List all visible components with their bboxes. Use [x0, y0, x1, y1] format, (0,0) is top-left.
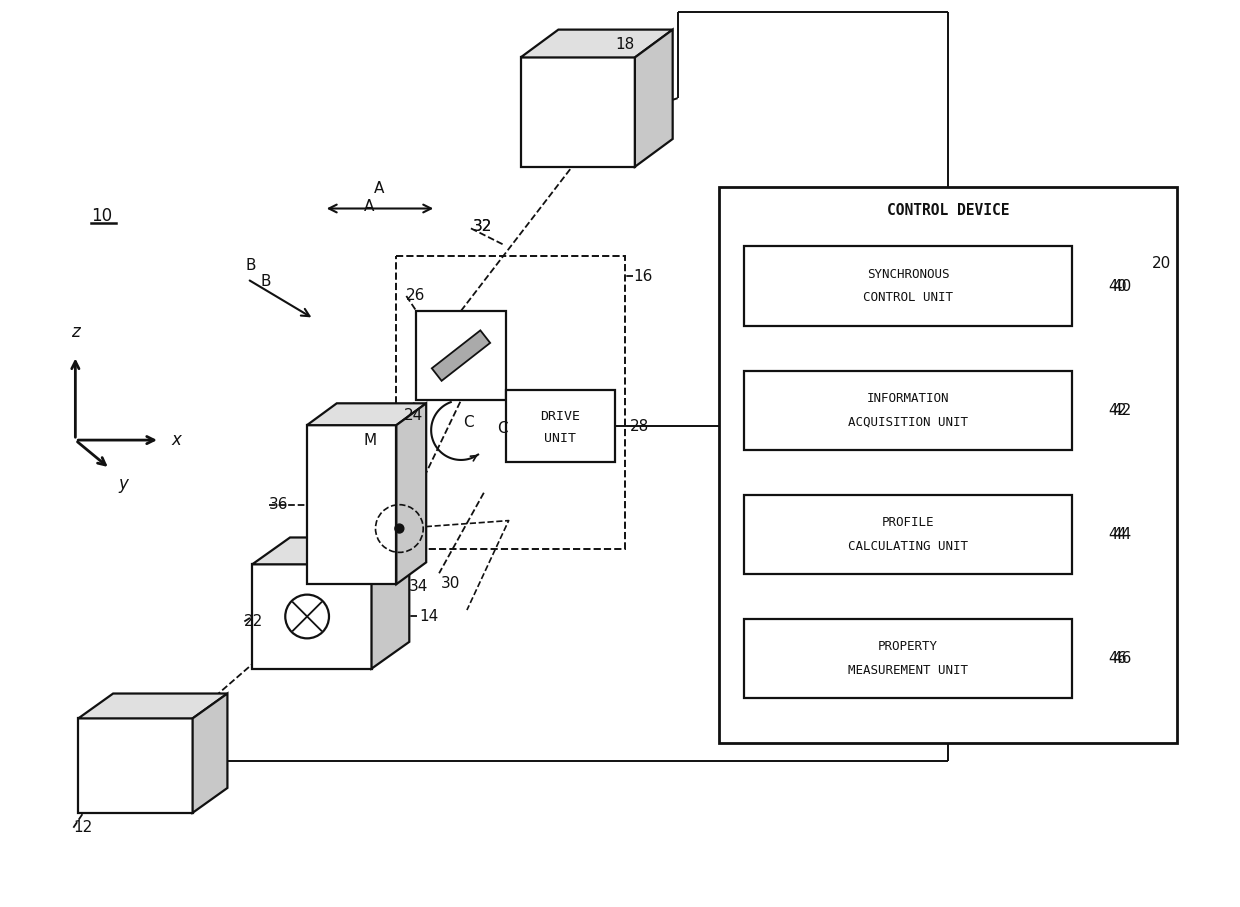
Bar [719, 187, 1177, 743]
Polygon shape [192, 694, 227, 813]
Polygon shape [308, 425, 397, 584]
Text: z: z [71, 323, 79, 341]
Circle shape [285, 595, 329, 639]
Text: 40: 40 [1112, 278, 1131, 294]
Text: 22: 22 [244, 614, 264, 629]
Text: 18: 18 [615, 37, 635, 52]
Text: C: C [497, 421, 507, 435]
Text: 40: 40 [1109, 278, 1127, 294]
Text: 24: 24 [404, 408, 424, 423]
Polygon shape [78, 694, 227, 718]
Polygon shape [252, 564, 372, 668]
Text: y: y [118, 475, 128, 493]
Text: 42: 42 [1112, 403, 1131, 418]
Text: PROFILE: PROFILE [882, 516, 935, 529]
Text: CONTROL DEVICE: CONTROL DEVICE [887, 203, 1009, 218]
Text: DRIVE: DRIVE [541, 410, 580, 423]
Text: x: x [172, 431, 181, 449]
Text: 36: 36 [269, 497, 289, 512]
Text: 28: 28 [630, 419, 650, 434]
Text: 12: 12 [73, 820, 93, 835]
Text: 10: 10 [92, 208, 113, 226]
Bar [744, 494, 1073, 574]
Text: ACQUISITION UNIT: ACQUISITION UNIT [848, 415, 968, 429]
Text: 42: 42 [1109, 403, 1127, 418]
Text: 34: 34 [409, 579, 429, 594]
Text: PROPERTY: PROPERTY [878, 640, 939, 653]
Text: 46: 46 [1112, 651, 1131, 667]
Polygon shape [252, 538, 409, 564]
Text: 16: 16 [632, 268, 652, 284]
Text: MEASUREMENT UNIT: MEASUREMENT UNIT [848, 664, 968, 678]
Polygon shape [78, 718, 192, 813]
Text: 26: 26 [407, 288, 425, 304]
Text: UNIT: UNIT [544, 432, 577, 444]
Bar [744, 619, 1073, 698]
Polygon shape [397, 404, 427, 584]
Polygon shape [308, 404, 427, 425]
Text: INFORMATION: INFORMATION [867, 392, 950, 405]
Polygon shape [432, 330, 490, 381]
Bar [397, 256, 625, 550]
Text: A: A [363, 199, 374, 214]
Text: CONTROL UNIT: CONTROL UNIT [863, 291, 954, 305]
Text: B: B [260, 274, 270, 288]
Text: CALCULATING UNIT: CALCULATING UNIT [848, 540, 968, 553]
Polygon shape [521, 57, 635, 167]
Text: B: B [246, 258, 255, 273]
Bar [506, 390, 615, 462]
Text: A: A [374, 180, 384, 196]
Text: 32: 32 [472, 219, 492, 234]
Polygon shape [635, 30, 672, 167]
Bar [417, 311, 506, 400]
Text: 32: 32 [472, 219, 492, 234]
Bar [744, 247, 1073, 326]
Text: 30: 30 [441, 576, 460, 590]
Text: 20: 20 [1152, 256, 1171, 270]
Bar [744, 371, 1073, 450]
Text: 44: 44 [1109, 527, 1126, 542]
Text: SYNCHRONOUS: SYNCHRONOUS [867, 268, 950, 280]
Circle shape [394, 524, 404, 533]
Text: 46: 46 [1109, 651, 1126, 667]
Polygon shape [372, 538, 409, 668]
Polygon shape [521, 30, 672, 57]
Text: 44: 44 [1112, 527, 1131, 542]
Text: M: M [363, 433, 377, 447]
Text: 14: 14 [419, 609, 439, 624]
Text: C: C [463, 414, 474, 430]
